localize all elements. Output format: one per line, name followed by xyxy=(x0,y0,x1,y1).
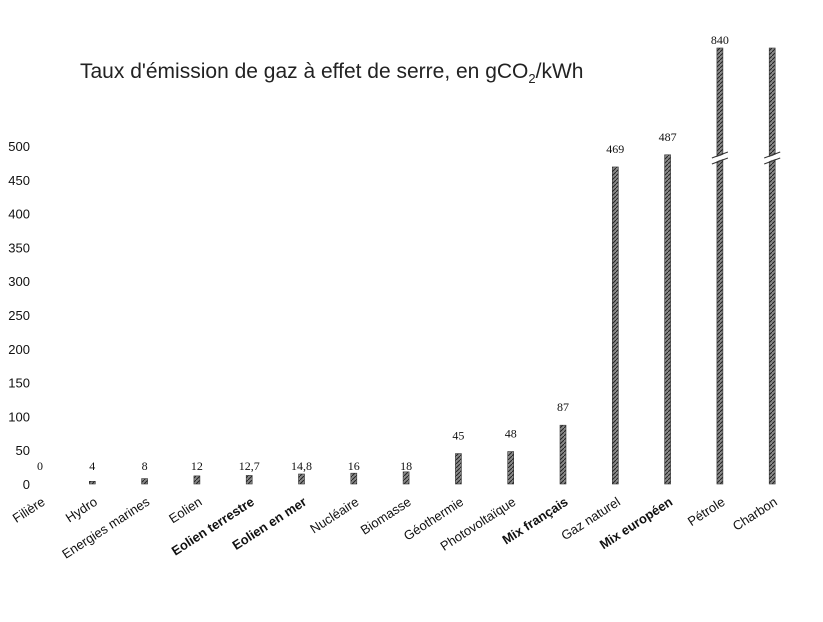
y-tick-label: 300 xyxy=(8,274,30,289)
bar xyxy=(455,453,462,485)
axis-break-gap xyxy=(711,153,729,163)
value-label: 12 xyxy=(191,459,203,473)
category-label: Pétrole xyxy=(685,494,728,529)
axis-break-gap xyxy=(763,153,781,163)
value-label: 16 xyxy=(348,459,360,473)
value-label: 487 xyxy=(659,130,677,144)
axis-break-mark xyxy=(764,151,781,159)
bar xyxy=(768,47,776,485)
bar xyxy=(298,473,305,485)
bars xyxy=(89,47,781,485)
bar xyxy=(664,154,671,485)
value-label: 14,8 xyxy=(291,459,312,473)
y-axis: 0 50 100 150 200 250 300 350 400 450 500 xyxy=(8,139,30,492)
category-label: Filière xyxy=(10,494,48,526)
axis-break-mark xyxy=(764,157,781,165)
bar xyxy=(89,480,96,485)
bar xyxy=(402,471,410,485)
bar xyxy=(559,424,567,485)
value-label: 469 xyxy=(606,142,624,156)
y-tick-label: 50 xyxy=(16,443,30,458)
bar xyxy=(611,166,619,485)
y-tick-label: 0 xyxy=(23,477,30,492)
bar xyxy=(193,475,201,485)
y-tick-label: 350 xyxy=(8,240,30,255)
bar xyxy=(141,478,148,485)
bar xyxy=(245,475,253,485)
value-label: 8 xyxy=(142,459,148,473)
y-tick-label: 500 xyxy=(8,139,30,154)
category-label: Hydro xyxy=(63,494,100,525)
value-label: 48 xyxy=(505,427,517,441)
y-tick-label: 450 xyxy=(8,173,30,188)
chart-title: Taux d'émission de gaz à effet de serre,… xyxy=(80,60,584,87)
value-label: 4 xyxy=(89,459,95,473)
y-tick-label: 200 xyxy=(8,342,30,357)
value-label: 0 xyxy=(37,459,43,473)
category-label: Energies marines xyxy=(59,494,152,562)
y-tick-label: 100 xyxy=(8,409,30,424)
bar xyxy=(350,472,358,485)
y-tick-label: 400 xyxy=(8,207,30,222)
y-tick-label: 150 xyxy=(8,376,30,391)
category-label: Eolien xyxy=(166,494,204,526)
bar xyxy=(716,47,724,485)
category-label: Nucléaire xyxy=(307,494,361,536)
axis-break-mark xyxy=(711,157,729,165)
category-label: Charbon xyxy=(730,494,780,534)
bar xyxy=(507,451,515,485)
y-tick-label: 250 xyxy=(8,308,30,323)
value-label: 18 xyxy=(400,459,412,473)
axis-break-mark xyxy=(711,151,729,159)
value-label: 45 xyxy=(452,429,464,443)
value-label: 840 xyxy=(711,33,729,47)
value-label: 87 xyxy=(557,400,569,414)
value-label: 12,7 xyxy=(239,459,260,473)
